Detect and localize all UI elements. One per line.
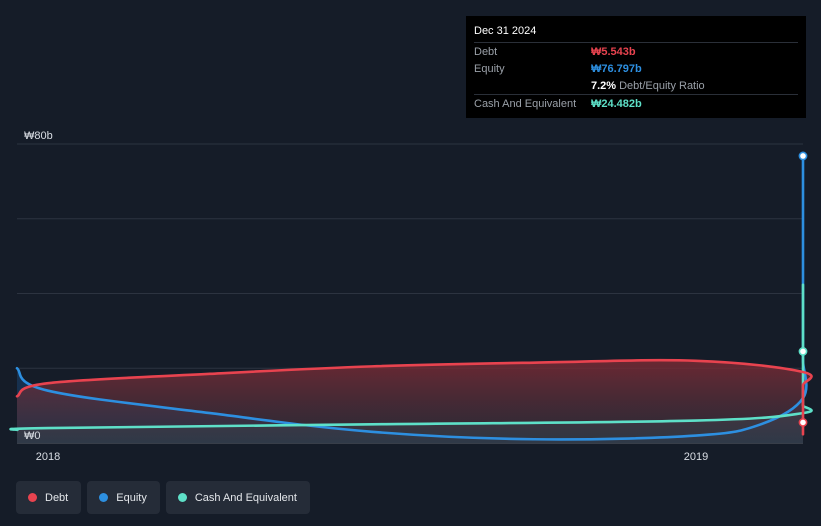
tooltip-value-cash: ₩24.482b [591, 97, 642, 110]
legend-label-equity: Equity [116, 491, 147, 504]
legend-item-equity[interactable]: Equity [87, 481, 160, 514]
tooltip-label-equity: Equity [474, 62, 505, 75]
series-lines [9, 154, 813, 441]
equity-line [15, 154, 808, 441]
tooltip-label-debt: Debt [474, 45, 498, 58]
cash-line [9, 283, 813, 432]
x-tick-label: 2019 [684, 451, 708, 463]
tooltip-date: Dec 31 2024 [474, 25, 537, 37]
y-tick-label: ₩80b [24, 130, 53, 142]
tooltip-ratio-caption: Debt/Equity Ratio [619, 79, 705, 92]
legend-item-cash[interactable]: Cash And Equivalent [165, 481, 310, 514]
tooltip-value-ratio: 7.2% [591, 79, 617, 92]
tooltip-value-debt: ₩5.543b [591, 45, 636, 58]
legend-dot-equity [99, 493, 109, 502]
tooltip-label-cash: Cash And Equivalent [474, 97, 577, 110]
y-tick-label: ₩0 [24, 430, 41, 442]
debt-line [15, 358, 813, 436]
legend-label-cash: Cash And Equivalent [194, 491, 297, 504]
tooltip-row-ratio: 7.2% Debt/Equity Ratio [474, 77, 798, 94]
equity-end-marker [798, 151, 808, 161]
tooltip-panel: Dec 31 2024 Debt ₩5.543b Equity ₩76.797b… [466, 16, 806, 118]
legend-item-debt[interactable]: Debt [16, 481, 82, 514]
cash-end-marker [798, 347, 808, 356]
tooltip-row-equity: Equity ₩76.797b [474, 60, 798, 77]
legend-label-debt: Debt [45, 491, 69, 504]
debt-area [17, 360, 812, 443]
x-tick-label: 2018 [36, 451, 60, 463]
legend-dot-debt [28, 493, 37, 502]
tooltip-row-debt: Debt ₩5.543b [474, 42, 798, 60]
end-markers [798, 151, 808, 427]
series-areas [10, 155, 812, 443]
legend-dot-cash [177, 493, 187, 502]
tooltip-row-cash: Cash And Equivalent ₩24.482b [474, 94, 798, 112]
tooltip-value-equity: ₩76.797b [591, 62, 642, 75]
debt-end-marker [798, 418, 808, 427]
legend: Debt Equity Cash And Equivalent [16, 481, 310, 514]
axis-labels: ₩80b₩02018201920202021202220232024 [24, 130, 708, 463]
